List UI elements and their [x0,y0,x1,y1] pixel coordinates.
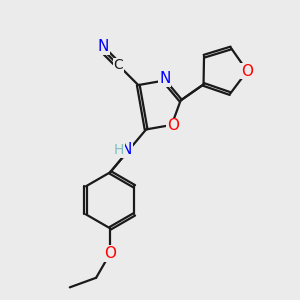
Text: N: N [120,142,132,158]
Text: O: O [104,246,116,261]
Text: O: O [241,64,253,79]
Text: N: N [98,39,109,54]
Text: C: C [114,58,123,72]
Text: H: H [114,143,124,157]
Text: O: O [167,118,179,134]
Text: N: N [159,71,171,86]
